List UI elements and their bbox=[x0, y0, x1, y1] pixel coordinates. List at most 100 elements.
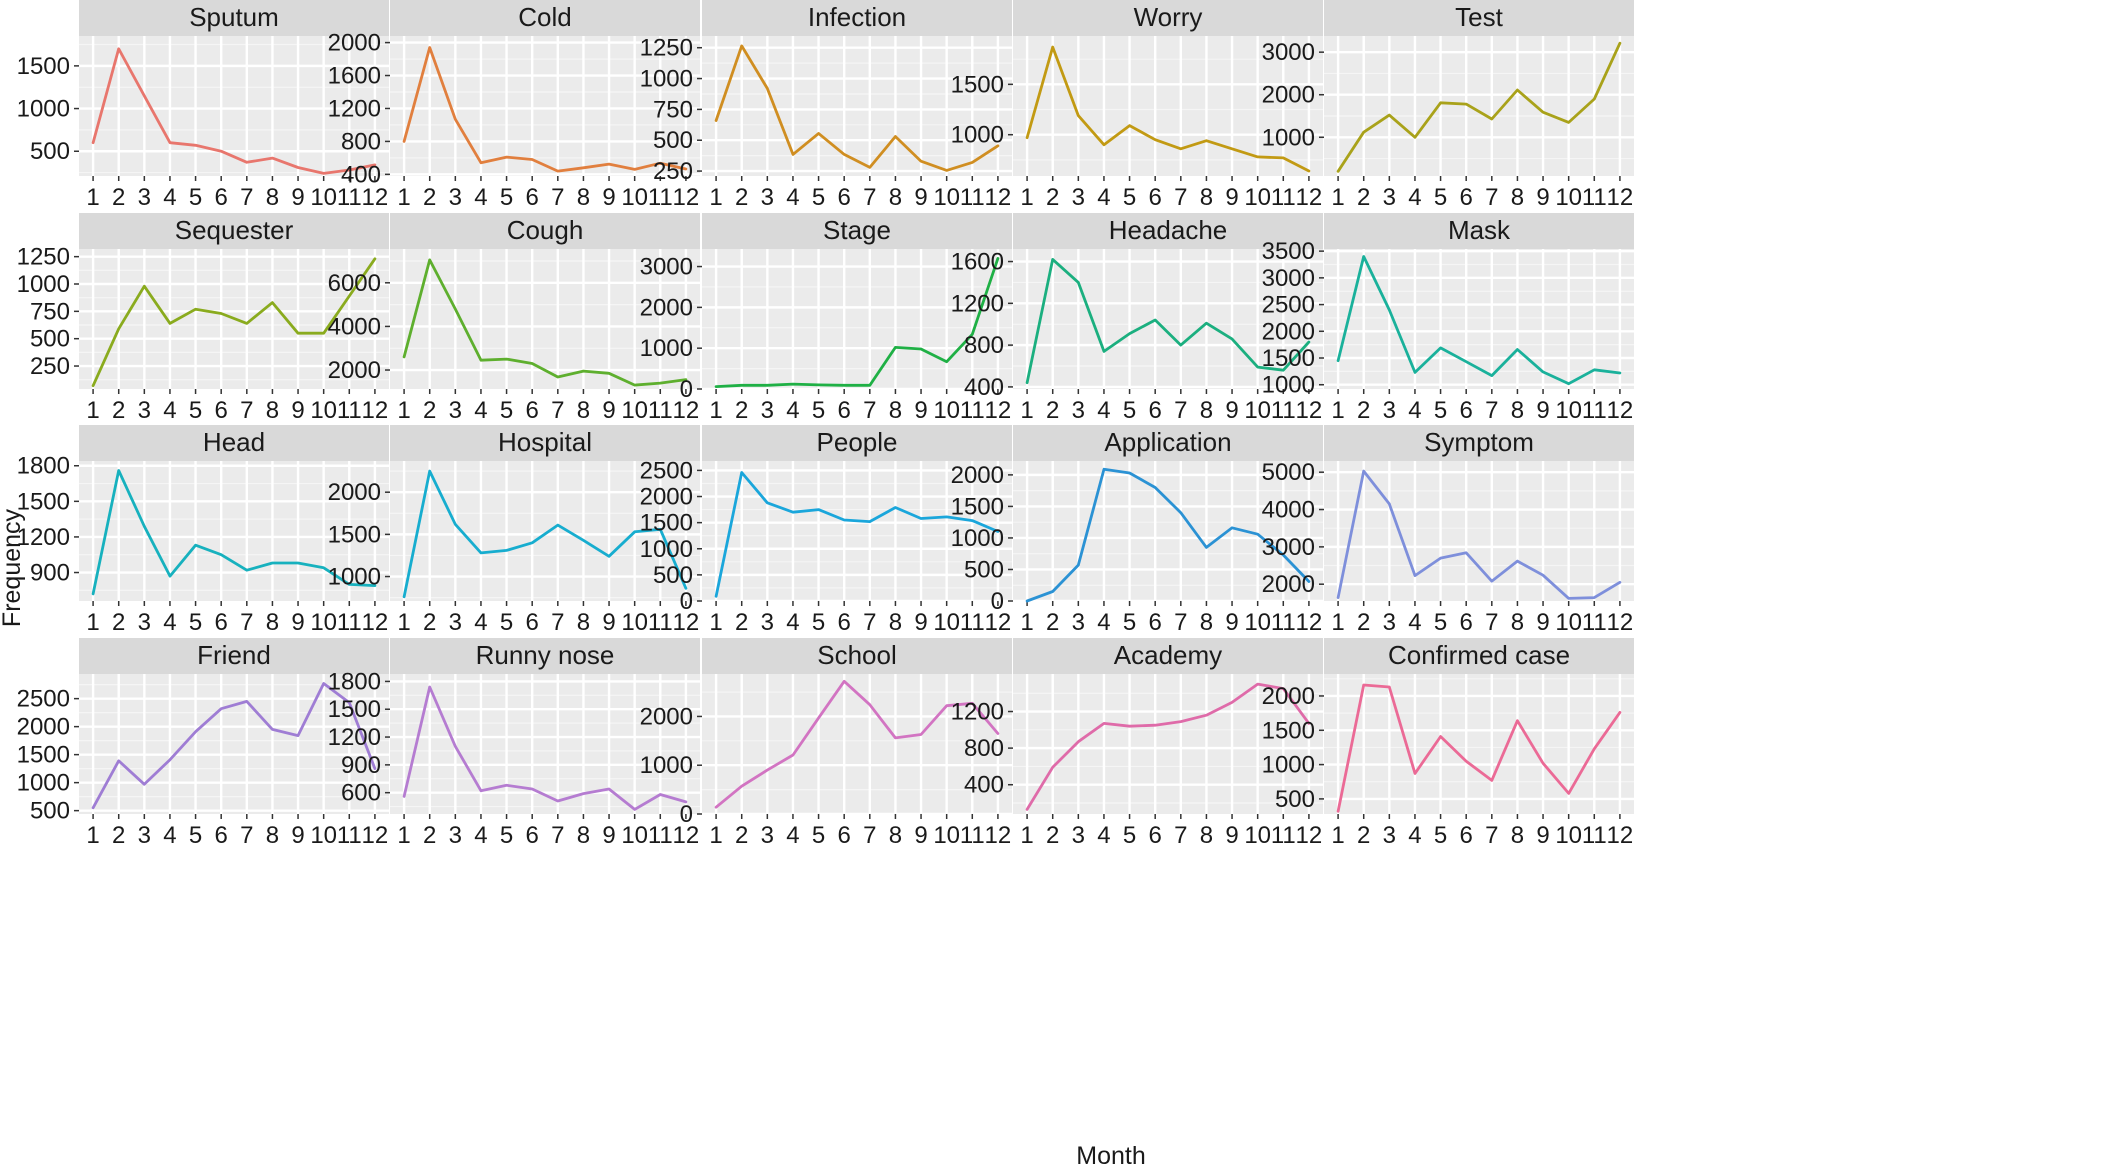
y-tick-label: 1500 bbox=[17, 53, 70, 80]
facet-title: Academy bbox=[1114, 640, 1222, 670]
x-tick-label: 7 bbox=[1485, 184, 1498, 211]
x-tick-label: 2 bbox=[1046, 609, 1059, 636]
x-tick-label: 4 bbox=[474, 397, 487, 424]
x-tick-label: 2 bbox=[735, 609, 748, 636]
y-tick-label: 5000 bbox=[1262, 459, 1315, 486]
x-tick-label: 5 bbox=[812, 184, 825, 211]
x-tick-label: 7 bbox=[551, 822, 564, 849]
facet-title: Runny nose bbox=[476, 640, 615, 670]
x-tick-label: 3 bbox=[449, 822, 462, 849]
y-tick-label: 2000 bbox=[328, 357, 381, 384]
y-tick-label: 0 bbox=[680, 801, 693, 828]
panel-background bbox=[79, 674, 389, 814]
x-tick-label: 9 bbox=[914, 397, 927, 424]
x-tick-label: 12 bbox=[1607, 397, 1634, 424]
x-tick-label: 8 bbox=[1511, 822, 1524, 849]
y-tick-label: 6000 bbox=[328, 270, 381, 297]
x-tick-label: 9 bbox=[602, 397, 615, 424]
x-tick-label: 5 bbox=[1434, 609, 1447, 636]
x-tick-label: 9 bbox=[914, 822, 927, 849]
x-tick-label: 5 bbox=[1123, 397, 1136, 424]
x-tick-label: 7 bbox=[1174, 822, 1187, 849]
x-tick-label: 9 bbox=[1225, 822, 1238, 849]
x-tick-label: 5 bbox=[1123, 822, 1136, 849]
y-tick-label: 500 bbox=[964, 556, 1004, 583]
facet-strip bbox=[390, 638, 700, 674]
y-tick-label: 400 bbox=[341, 161, 381, 188]
x-tick-label: 9 bbox=[914, 609, 927, 636]
panel-background bbox=[1324, 36, 1634, 176]
x-tick-label: 1 bbox=[709, 184, 722, 211]
x-tick-label: 1 bbox=[397, 822, 410, 849]
series-line bbox=[1025, 45, 1311, 173]
x-tick-label: 8 bbox=[1511, 397, 1524, 424]
x-tick-label: 2 bbox=[112, 397, 125, 424]
x-tick-label: 12 bbox=[1296, 822, 1323, 849]
series-line bbox=[402, 46, 688, 173]
x-tick-label: 4 bbox=[1097, 822, 1110, 849]
x-tick-label: 8 bbox=[577, 609, 590, 636]
y-tick-label: 1000 bbox=[640, 536, 693, 563]
series-line bbox=[1025, 467, 1311, 603]
y-tick-label: 400 bbox=[964, 772, 1004, 799]
y-tick-label: 750 bbox=[653, 96, 693, 123]
series-line bbox=[1336, 469, 1622, 600]
x-tick-label: 4 bbox=[163, 609, 176, 636]
x-tick-label: 9 bbox=[602, 822, 615, 849]
x-tick-label: 8 bbox=[577, 397, 590, 424]
x-tick-label: 7 bbox=[863, 184, 876, 211]
x-tick-label: 12 bbox=[362, 184, 389, 211]
x-tick-label: 7 bbox=[1174, 184, 1187, 211]
x-tick-label: 2 bbox=[1357, 609, 1370, 636]
x-tick-label: 5 bbox=[189, 822, 202, 849]
facet-strip bbox=[79, 0, 389, 36]
y-tick-label: 1000 bbox=[328, 564, 381, 591]
x-tick-label: 3 bbox=[138, 822, 151, 849]
facet-title: Friend bbox=[197, 640, 271, 670]
x-tick-label: 3 bbox=[1072, 397, 1085, 424]
y-tick-label: 0 bbox=[680, 376, 693, 403]
x-tick-label: 4 bbox=[1408, 397, 1421, 424]
x-tick-label: 9 bbox=[291, 609, 304, 636]
facet-strip bbox=[1013, 213, 1323, 249]
y-tick-label: 900 bbox=[341, 752, 381, 779]
x-tick-label: 11 bbox=[337, 397, 362, 424]
x-tick-label: 2 bbox=[1046, 184, 1059, 211]
x-tick-label: 10 bbox=[310, 184, 337, 211]
y-tick-label: 2000 bbox=[640, 294, 693, 321]
x-tick-label: 3 bbox=[761, 397, 774, 424]
y-tick-label: 500 bbox=[653, 562, 693, 589]
x-tick-label: 1 bbox=[397, 609, 410, 636]
x-tick-label: 2 bbox=[112, 609, 125, 636]
y-tick-label: 1500 bbox=[17, 742, 70, 769]
x-tick-label: 6 bbox=[838, 609, 851, 636]
facet-title: Application bbox=[1104, 427, 1231, 457]
facet-title: Head bbox=[203, 427, 265, 457]
x-tick-label: 9 bbox=[602, 609, 615, 636]
x-tick-label: 5 bbox=[1434, 184, 1447, 211]
y-tick-label: 500 bbox=[1275, 786, 1315, 813]
facet-strip bbox=[1013, 638, 1323, 674]
x-tick-label: 3 bbox=[761, 822, 774, 849]
y-tick-label: 1000 bbox=[1262, 124, 1315, 151]
y-tick-label: 1500 bbox=[17, 488, 70, 515]
series-line bbox=[91, 469, 377, 596]
x-tick-label: 9 bbox=[1225, 184, 1238, 211]
x-tick-label: 12 bbox=[1607, 822, 1634, 849]
x-tick-label: 5 bbox=[1434, 397, 1447, 424]
x-tick-label: 4 bbox=[163, 397, 176, 424]
y-tick-label: 1000 bbox=[1262, 372, 1315, 399]
x-tick-label: 10 bbox=[1244, 184, 1271, 211]
x-tick-label: 5 bbox=[500, 397, 513, 424]
x-tick-label: 8 bbox=[889, 397, 902, 424]
x-tick-label: 12 bbox=[1607, 609, 1634, 636]
x-tick-label: 8 bbox=[1511, 184, 1524, 211]
y-tick-label: 250 bbox=[653, 158, 693, 185]
x-tick-label: 11 bbox=[960, 184, 985, 211]
x-tick-label: 4 bbox=[163, 184, 176, 211]
facet-strip bbox=[390, 213, 700, 249]
x-tick-label: 6 bbox=[526, 609, 539, 636]
